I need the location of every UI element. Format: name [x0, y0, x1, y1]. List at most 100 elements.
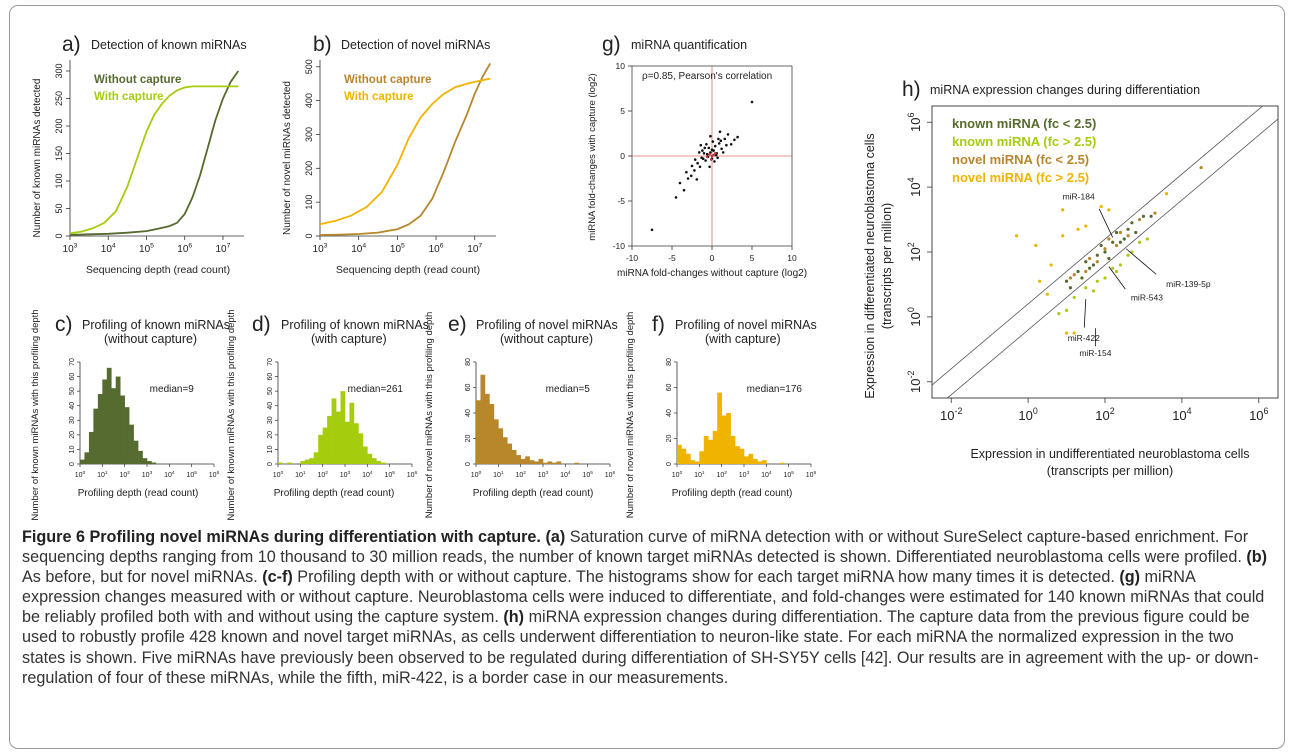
y-tick-label: 40	[267, 402, 274, 410]
data-point	[693, 158, 697, 161]
caption-a-tag: (a)	[545, 528, 566, 546]
histogram-bar	[681, 448, 687, 464]
x-tick-label: 107	[467, 243, 482, 256]
x-tick-label: 107	[216, 243, 231, 256]
data-point	[682, 188, 686, 192]
scatter-point-3	[1084, 269, 1088, 274]
data-point	[701, 149, 704, 152]
histogram-bar	[129, 424, 134, 464]
x-tick-label: 106	[407, 470, 418, 479]
x-tick-label: 105	[139, 243, 154, 256]
histogram-bar	[84, 452, 90, 464]
y-tick-label: 200	[304, 161, 314, 176]
histogram-bar	[93, 408, 99, 464]
histogram-bar	[327, 415, 332, 464]
data-point	[723, 137, 727, 141]
scatter-point-3	[1068, 276, 1072, 280]
legend-item-2: known miRNA (fc > 2.5)	[952, 134, 1096, 149]
y-tick-label: -10	[613, 241, 626, 251]
data-point	[689, 174, 693, 178]
x-tick-label: 100	[273, 470, 284, 479]
scatter-point-1	[1118, 240, 1122, 244]
median-annotation: median=9	[150, 384, 195, 395]
scatter-point-4	[1034, 243, 1038, 248]
data-point	[711, 140, 715, 143]
x-tick-label: 104	[560, 470, 571, 479]
data-point	[708, 165, 711, 169]
y-tick-label: 0	[267, 462, 274, 466]
histogram-bar	[507, 443, 513, 464]
scatter-point-2	[1095, 279, 1099, 283]
x-tick-label: 100	[75, 470, 86, 479]
fold-line-2	[946, 118, 1278, 398]
y-tick-label: 20	[666, 435, 673, 443]
data-point	[674, 196, 678, 199]
x-tick-label: -5	[668, 253, 676, 263]
histogram-bar	[543, 462, 548, 464]
median-annotation: median=261	[348, 384, 404, 395]
x-tick-label: 102	[119, 470, 130, 479]
y-tick-label: 104	[906, 177, 923, 196]
y-tick-label: 0	[465, 462, 472, 466]
data-point	[716, 156, 719, 160]
scatter-point-4	[1107, 208, 1111, 212]
data-point	[685, 170, 688, 174]
caption-h-tag: (h)	[503, 608, 525, 627]
histogram-bar	[376, 461, 382, 464]
x-tick-label: 105	[582, 470, 593, 479]
scatter-point-1	[1141, 214, 1146, 218]
y-tick-label: 10	[69, 445, 76, 453]
data-point	[686, 177, 690, 180]
data-point	[709, 134, 712, 138]
scatter-point-3	[1199, 166, 1203, 170]
x-tick-label: 103	[340, 470, 351, 479]
data-point	[736, 135, 739, 139]
plot-h: 10-2 100 102 104 106 10-2 100 102 104 106 known mi…	[906, 105, 1279, 423]
correlation-annotation: ρ=0.85, Pearson's correlation	[642, 71, 772, 82]
panel-f-letter: f)	[652, 313, 665, 336]
caption-cf-text: Profiling depth with or without capture.…	[297, 568, 1115, 587]
histogram-bar	[480, 374, 486, 464]
data-point	[695, 178, 699, 181]
scatter-point-3	[1103, 247, 1107, 251]
data-point	[696, 161, 699, 165]
scatter-point-2	[1064, 308, 1069, 312]
histogram-bar	[147, 461, 152, 464]
histogram-bar	[484, 393, 490, 464]
scatter-point-3	[1107, 237, 1111, 241]
data-point	[701, 157, 705, 160]
scatter-point-4	[1045, 292, 1049, 296]
annotation-mir-543: miR-543	[1131, 293, 1163, 303]
y-tick-label: 60	[465, 384, 472, 392]
histogram-bar	[88, 431, 94, 464]
scatter-point-1	[1099, 243, 1103, 248]
histogram-bar	[106, 367, 112, 464]
x-tick-label: 102	[515, 470, 526, 479]
plot-g: -10 -5 0 5 10 -10 -5 0 5 10 ρ=0.85, Pearson's corr…	[613, 61, 797, 263]
plot-e: 100 101 102 103 104 105 106 0 20 40 60 80 median=5	[465, 358, 616, 479]
x-tick-label: 102	[317, 470, 328, 479]
x-tick-label: 105	[384, 470, 395, 479]
plot-a: 103 104 105 106 107 0 50 100 150 200 250 300 Without…	[54, 60, 244, 255]
data-point	[693, 169, 696, 172]
annotation-arrow-3	[1108, 266, 1126, 290]
x-tick-label: 104	[351, 243, 366, 256]
panel-d-subtitle: (with capture)	[311, 332, 387, 346]
scatter-point-3	[1118, 230, 1122, 235]
y-tick-label: 60	[69, 373, 76, 381]
histogram-bar	[142, 458, 148, 464]
legend-item-1: known miRNA (fc < 2.5)	[952, 116, 1096, 131]
y-tick-label: 0	[620, 151, 625, 161]
figure-frame	[9, 5, 1285, 749]
x-tick-label: 103	[142, 470, 153, 479]
y-tick-label: 10	[267, 445, 274, 453]
scatter-point-4	[1164, 192, 1169, 196]
y-tick-label: 30	[267, 416, 274, 424]
histogram-bar	[120, 395, 125, 464]
data-point-red	[705, 155, 709, 159]
data-point	[690, 164, 694, 168]
histogram-bar	[498, 428, 504, 464]
x-tick-label: 101	[295, 470, 306, 479]
panel-c-subtitle: (without capture)	[104, 332, 197, 346]
histogram-bar	[300, 461, 306, 464]
